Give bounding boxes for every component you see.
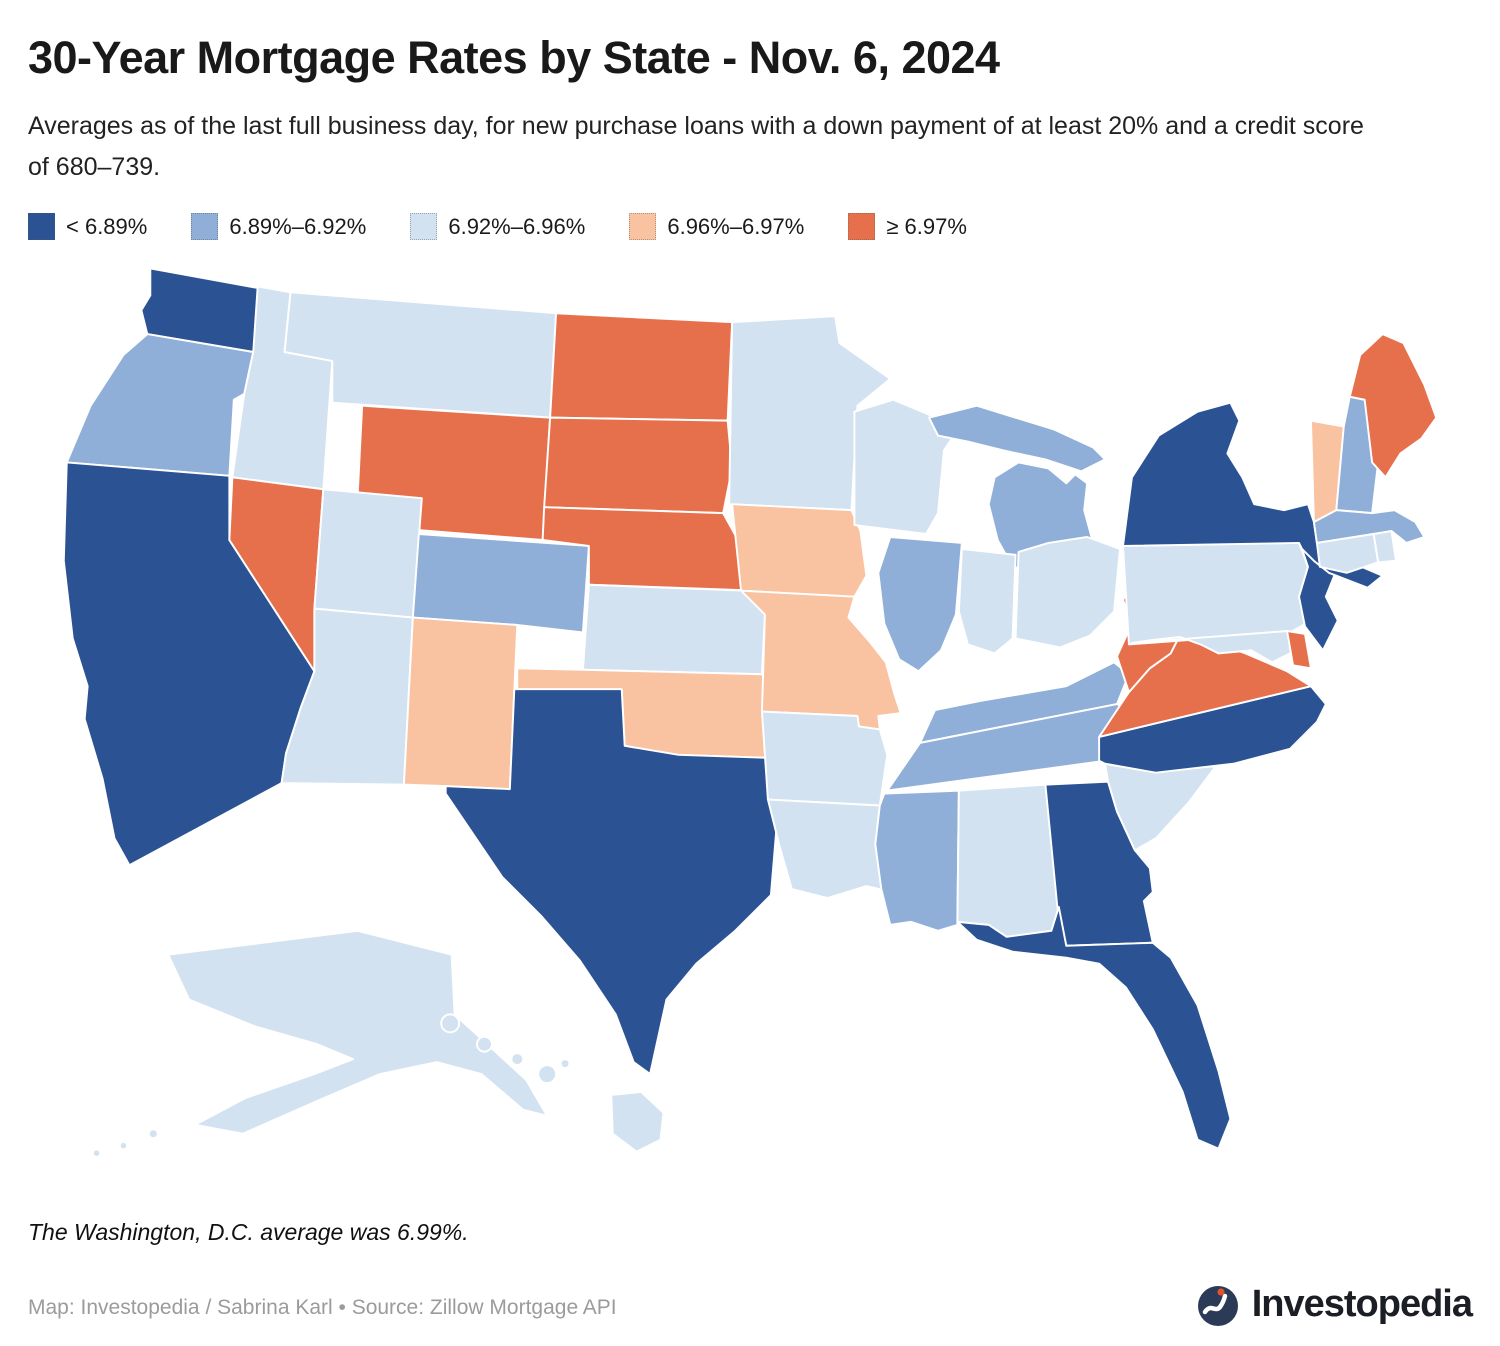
- state-nm[interactable]: [402, 616, 519, 791]
- state-fl[interactable]: [956, 906, 1232, 1150]
- state-tx[interactable]: [444, 688, 778, 1076]
- investopedia-logo: Investopedia: [1194, 1280, 1473, 1328]
- state-nc[interactable]: [1098, 685, 1327, 774]
- legend-item-ge-697: ≥ 6.97%: [848, 213, 967, 240]
- state-de[interactable]: [1286, 630, 1312, 670]
- legend-swatch-orange: [848, 213, 876, 240]
- state-ks[interactable]: [581, 583, 766, 676]
- state-in[interactable]: [957, 547, 1017, 655]
- state-ia[interactable]: [731, 503, 868, 598]
- state-mi-upper[interactable]: [928, 404, 1107, 473]
- state-ak-island[interactable]: [118, 1140, 129, 1151]
- legend-item-696-697: 6.96%–6.97%: [629, 213, 804, 240]
- state-hi-big-island[interactable]: [610, 1090, 665, 1153]
- state-hi-island[interactable]: [559, 1058, 571, 1070]
- us-map-svg: [62, 267, 1438, 1158]
- legend-item-689-692: 6.89%–6.92%: [191, 213, 366, 240]
- legend-label: < 6.89%: [66, 213, 148, 239]
- legend-item-692-696: 6.92%–6.96%: [410, 213, 585, 240]
- us-choropleth-map: [22, 256, 1472, 1187]
- legend-label: 6.92%–6.96%: [448, 213, 586, 239]
- state-ak-island[interactable]: [91, 1148, 102, 1158]
- chart-subtitle: Averages as of the last full business da…: [28, 112, 1364, 181]
- state-oh[interactable]: [1014, 536, 1121, 649]
- legend-label: 6.89%–6.92%: [229, 213, 367, 239]
- legend-swatch-light-blue: [410, 213, 438, 240]
- dc-note: The Washington, D.C. average was 6.99%.: [28, 1219, 469, 1245]
- state-wi[interactable]: [853, 398, 957, 535]
- footer: The Washington, D.C. average was 6.99%. …: [28, 1219, 1473, 1328]
- state-ct[interactable]: [1315, 533, 1380, 574]
- state-sd[interactable]: [543, 416, 734, 515]
- legend-item-lt-689: < 6.89%: [28, 213, 147, 240]
- state-mo[interactable]: [740, 589, 902, 731]
- legend-label: 6.96%–6.97%: [667, 213, 805, 239]
- state-ak[interactable]: [167, 929, 549, 1135]
- legend-label: ≥ 6.97%: [886, 213, 967, 239]
- legend: < 6.89% 6.89%–6.92% 6.92%–6.96% 6.96%–6.…: [28, 213, 1472, 240]
- page-title: 30-Year Mortgage Rates by State - Nov. 6…: [28, 32, 1000, 83]
- state-ut[interactable]: [313, 488, 423, 619]
- state-hi-island[interactable]: [510, 1052, 525, 1067]
- state-or[interactable]: [65, 333, 255, 477]
- state-hi-island[interactable]: [476, 1035, 493, 1053]
- state-hi-island[interactable]: [440, 1013, 461, 1034]
- state-ak-island[interactable]: [147, 1128, 159, 1140]
- state-nd[interactable]: [549, 312, 734, 422]
- state-ms[interactable]: [874, 789, 960, 932]
- legend-swatch-medium-blue: [191, 213, 219, 240]
- state-me[interactable]: [1348, 333, 1438, 479]
- state-pa[interactable]: [1122, 541, 1312, 646]
- map-credit: Map: Investopedia / Sabrina Karl • Sourc…: [28, 1296, 617, 1319]
- legend-swatch-peach: [629, 213, 657, 240]
- legend-swatch-dark-blue: [28, 213, 55, 240]
- investopedia-logo-icon: [1197, 1286, 1238, 1326]
- state-il[interactable]: [877, 536, 963, 673]
- state-hi-island[interactable]: [537, 1064, 558, 1084]
- state-sc[interactable]: [1104, 762, 1217, 852]
- state-al[interactable]: [956, 783, 1060, 938]
- state-co[interactable]: [411, 533, 590, 634]
- state-ky[interactable]: [919, 661, 1130, 744]
- investopedia-logo-text: Investopedia: [1251, 1282, 1473, 1325]
